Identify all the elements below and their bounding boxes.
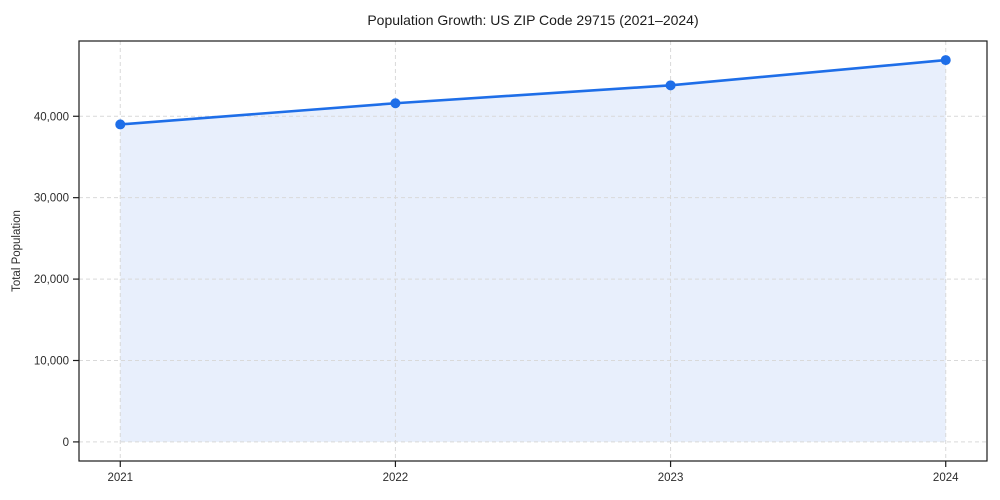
x-tick-label: 2024 [933, 472, 959, 484]
x-tick-label: 2022 [383, 472, 409, 484]
plot-border [78, 40, 988, 462]
y-tick-label: 0 [63, 437, 69, 449]
x-tick-label: 2023 [658, 472, 684, 484]
y-tick-label: 30,000 [34, 193, 69, 205]
y-tick-label: 20,000 [34, 274, 69, 286]
area-fill [120, 60, 946, 442]
data-point [390, 98, 401, 109]
trend-line [118, 58, 948, 126]
chart-title: Population Growth: US ZIP Code 29715 (20… [367, 12, 699, 28]
data-point [115, 119, 126, 130]
x-tick-label: 2021 [107, 472, 133, 484]
data-point [940, 55, 951, 66]
y-tick-label: 10,000 [34, 355, 69, 367]
data-point [665, 80, 676, 91]
y-tick-label: 40,000 [34, 111, 69, 123]
